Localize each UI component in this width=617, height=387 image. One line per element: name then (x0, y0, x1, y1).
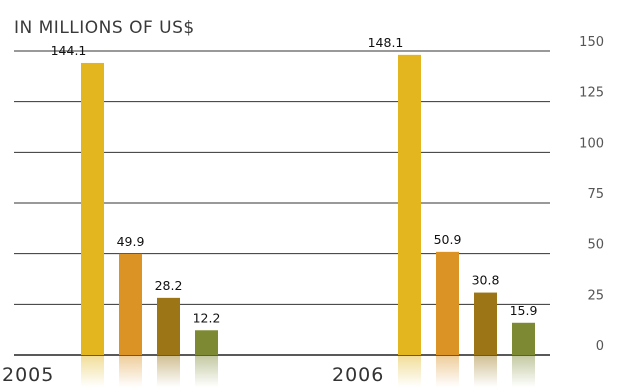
data-label: 15.9 (510, 303, 538, 318)
bar (157, 297, 180, 355)
data-label: 28.2 (155, 278, 183, 293)
category-labels: 2005 2006 (2, 364, 384, 386)
bar-reflection-fade (119, 356, 142, 387)
bar (398, 54, 421, 355)
data-label: 148.1 (368, 35, 404, 50)
category-label: 2005 (2, 364, 54, 386)
y-tick-label: 50 (587, 238, 604, 253)
data-label: 12.2 (193, 310, 221, 325)
y-tick-label: 125 (579, 86, 604, 101)
bar-reflection-fade (512, 356, 535, 387)
data-label: 50.9 (434, 232, 462, 247)
y-axis-ticks: 0 25 50 75 100 125 150 (579, 35, 604, 354)
y-tick-label: 100 (579, 136, 604, 151)
bar (474, 292, 497, 355)
bar-reflection-fade (436, 356, 459, 387)
data-labels: 144.1 49.9 28.2 12.2 148.1 50.9 30.8 15.9 (51, 35, 538, 325)
y-tick-label: 25 (587, 288, 604, 303)
bar (119, 253, 142, 355)
data-label: 49.9 (117, 234, 145, 249)
y-tick-label: 75 (587, 187, 604, 202)
bar (436, 251, 459, 355)
bar-reflection-fade (157, 356, 180, 387)
bar-reflection-fade (474, 356, 497, 387)
bar-reflection-fade (398, 356, 421, 387)
bar (195, 330, 218, 355)
bar-reflection-fade (195, 356, 218, 387)
data-label: 30.8 (472, 273, 500, 288)
bar-reflection-fade (81, 356, 104, 387)
y-tick-label: 0 (596, 339, 604, 354)
bar (81, 62, 104, 355)
y-tick-label: 150 (579, 35, 604, 50)
category-label: 2006 (332, 364, 384, 386)
bars (81, 54, 535, 387)
chart-title: IN MILLIONS OF US$ (14, 18, 195, 38)
bar (512, 322, 535, 355)
data-label: 144.1 (51, 43, 87, 58)
